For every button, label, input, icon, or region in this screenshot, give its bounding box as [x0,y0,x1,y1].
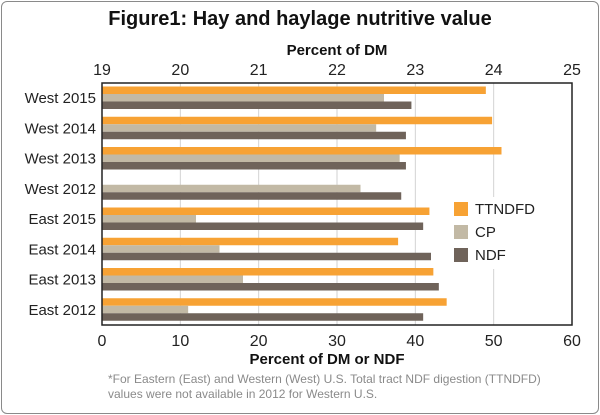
bar-ttndfd-west-2014 [102,116,493,125]
category-label: East 2013 [28,272,96,289]
chart-title: Figure1: Hay and haylage nutritive value [108,8,492,30]
bar-ttndfd-east-2012 [102,298,447,306]
category-label: East 2012 [28,302,96,319]
bottom-axis-tick-label: 20 [250,333,268,350]
bottom-axis-tick-label: 60 [563,333,581,350]
bar-ttndfd-west-2013 [102,147,502,155]
category-label: East 2015 [28,211,96,228]
bar-ttndfd-east-2014 [102,237,399,246]
top-axis-tick-label: 22 [328,62,346,79]
legend: TTNDFD CP NDF [447,197,559,269]
bar-cp-west-2014 [102,124,377,132]
bar-ndf-east-2013 [102,283,439,291]
bottom-axis-tick-label: 40 [406,333,424,350]
legend-label-cp: CP [475,224,496,241]
bar-ndf-west-2013 [102,162,406,170]
top-axis-tick-label: 21 [250,62,268,79]
legend-swatch-ttndfd [454,202,468,216]
bottom-axis-tick-label: 10 [171,333,189,350]
legend-label-ndf: NDF [475,247,506,264]
category-label: West 2012 [25,181,96,198]
category-label: West 2015 [25,90,96,107]
bar-cp-east-2013 [102,275,243,283]
top-axis-tick-label: 20 [171,62,189,79]
bar-ndf-west-2015 [102,101,412,109]
legend-label-ttndfd: TTNDFD [475,201,535,218]
bar-cp-east-2014 [102,245,220,253]
bottom-axis-tick-label: 50 [485,333,503,350]
top-axis-tick-label: 25 [563,62,581,79]
bar-cp-west-2013 [102,154,400,162]
bar-ndf-west-2014 [102,131,406,140]
category-labels: West 2015 West 2014 West 2013 West 2012 East… [25,90,96,319]
bar-cp-west-2012 [102,184,361,193]
category-label: West 2013 [25,151,96,168]
bar-ndf-east-2015 [102,222,424,230]
bar-ndf-west-2012 [102,192,402,200]
top-axis-tick-label: 19 [93,62,111,79]
footnote: *For Eastern (East) and Western (West) U… [108,372,541,401]
bars [102,86,502,321]
top-axis-tick-label: 24 [485,62,503,79]
bottom-axis-tick-label: 30 [328,333,346,350]
bottom-axis-tick-label: 0 [98,333,107,350]
bar-ttndfd-west-2015 [102,86,486,94]
category-label: East 2014 [28,241,96,258]
category-label: West 2014 [25,120,96,137]
bar-cp-west-2015 [102,94,384,102]
bar-cp-east-2012 [102,305,189,314]
bar-ndf-east-2014 [102,252,431,261]
plot-area-border [101,82,573,326]
legend-swatch-ndf [454,248,468,262]
bottom-axis-title: Percent of DM or NDF [249,351,404,368]
bar-ttndfd-east-2013 [102,268,434,276]
top-axis-title: Percent of DM [287,42,388,59]
bar-ndf-east-2012 [102,313,424,321]
top-axis-tick-label: 23 [406,62,424,79]
top-axis: 19 20 21 22 23 24 25 Percent of DM [93,42,581,79]
bottom-axis: 0 10 20 30 40 50 60 Percent of DM or NDF [98,333,581,368]
legend-swatch-cp [454,225,468,239]
bar-ttndfd-east-2015 [102,207,430,215]
bar-cp-east-2015 [102,215,196,223]
